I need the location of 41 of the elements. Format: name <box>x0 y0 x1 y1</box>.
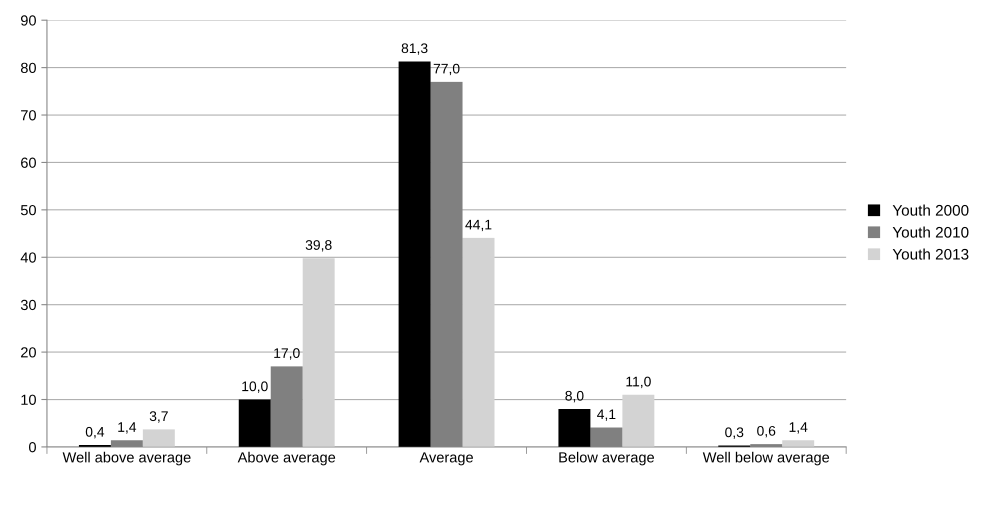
data-label: 11,0 <box>626 376 651 388</box>
bar <box>302 258 335 447</box>
data-label: 44,1 <box>465 220 492 232</box>
data-label: 0,4 <box>86 426 104 438</box>
y-tick-label: 40 <box>20 252 36 263</box>
data-label: 39,8 <box>306 240 332 252</box>
y-tick-label: 20 <box>21 347 36 358</box>
data-label: 1,4 <box>118 422 136 434</box>
x-tick-label: Well below average <box>702 452 830 466</box>
data-label: 1,4 <box>790 422 808 434</box>
bar <box>398 61 431 447</box>
x-tick-label: Average <box>420 452 473 466</box>
data-label: 77,0 <box>434 64 460 76</box>
y-tick-label: 80 <box>20 62 36 74</box>
bar <box>622 394 654 447</box>
y-tick-label: 60 <box>21 158 36 168</box>
data-label: 10,0 <box>242 381 268 393</box>
data-label: 8,0 <box>565 390 584 402</box>
bar <box>462 238 495 447</box>
data-label: 4,1 <box>597 409 616 421</box>
data-label: 17,0 <box>274 348 300 360</box>
data-label: 0,6 <box>757 426 776 438</box>
y-tick-label: 0 <box>28 442 36 452</box>
bar <box>558 408 590 447</box>
data-label: 0,3 <box>725 427 744 439</box>
bar <box>782 440 814 447</box>
legend-label: Youth 2000 <box>892 204 969 216</box>
y-tick-label: 30 <box>20 300 36 310</box>
data-label: 81,3 <box>402 43 428 55</box>
legend-label: Youth 2013 <box>892 248 968 260</box>
legend-label: Youth 2010 <box>892 226 969 238</box>
y-tick-label: 90 <box>21 15 36 26</box>
x-tick-label: Well above average <box>62 452 191 466</box>
y-tick-label: 10 <box>21 394 36 405</box>
x-tick-label: Below average <box>559 452 654 466</box>
bar <box>238 400 271 447</box>
bar <box>142 429 175 447</box>
x-tick-label: Above average <box>238 452 336 466</box>
y-tick-label: 50 <box>20 204 36 216</box>
data-label: 3,7 <box>150 411 168 423</box>
y-tick-label: 70 <box>21 110 36 120</box>
